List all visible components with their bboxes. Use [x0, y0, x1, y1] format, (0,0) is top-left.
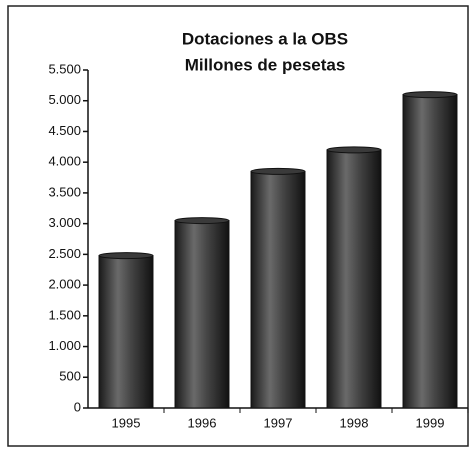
bar — [402, 94, 458, 409]
y-tick-label: 4.000 — [48, 154, 81, 169]
y-tick-label: 0 — [74, 399, 81, 414]
x-tick-label: 1995 — [112, 415, 141, 430]
y-tick-label: 3.500 — [48, 184, 81, 199]
chart-title: Dotaciones a la OBS — [182, 29, 348, 48]
bar — [250, 170, 306, 409]
y-tick-label: 4.500 — [48, 123, 81, 138]
bar-top — [174, 217, 230, 225]
y-tick-label: 1.500 — [48, 307, 81, 322]
bar-top — [250, 167, 306, 175]
x-tick-label: 1998 — [340, 415, 369, 430]
y-tick-label: 2.500 — [48, 246, 81, 261]
y-tick-label: 500 — [59, 369, 81, 384]
bar — [98, 255, 154, 409]
chart-subtitle: Millones de pesetas — [185, 55, 346, 74]
x-tick-label: 1999 — [416, 415, 445, 430]
y-tick-label: 1.000 — [48, 338, 81, 353]
bar-top — [402, 91, 458, 99]
y-tick-label: 5.000 — [48, 92, 81, 107]
x-tick-label: 1996 — [188, 415, 217, 430]
bar-top — [326, 146, 382, 154]
bar — [174, 220, 230, 409]
x-tick-label: 1997 — [264, 415, 293, 430]
y-tick-label: 3.000 — [48, 215, 81, 230]
bar — [326, 149, 382, 409]
frame — [7, 5, 469, 447]
y-tick-label: 5.500 — [48, 61, 81, 76]
y-tick-label: 2.000 — [48, 277, 81, 292]
bar-top — [98, 252, 154, 260]
